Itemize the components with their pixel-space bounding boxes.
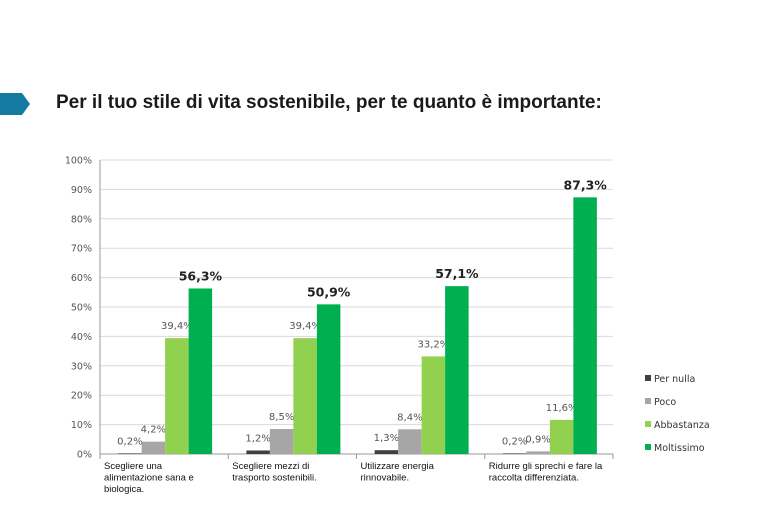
legend-label: Abbastanza bbox=[654, 420, 710, 431]
x-category-label: Ridurre gli sprechi e fare la raccolta di… bbox=[489, 461, 603, 484]
bar-moltissimo bbox=[316, 304, 341, 454]
legend-swatch bbox=[645, 421, 651, 427]
data-label: 1,3% bbox=[374, 433, 399, 444]
bar-poco bbox=[269, 429, 294, 454]
y-tick-label: 40% bbox=[71, 332, 92, 343]
data-label: 56,3% bbox=[179, 268, 223, 283]
legend-label: Per nulla bbox=[654, 374, 695, 385]
data-label: 33,2% bbox=[417, 339, 449, 350]
bar-moltissimo bbox=[445, 286, 469, 454]
data-label: 39,4% bbox=[161, 321, 193, 332]
legend-swatch bbox=[645, 375, 651, 381]
data-label: 50,9% bbox=[307, 284, 351, 299]
data-label: 0,2% bbox=[117, 436, 142, 447]
legend-label: Moltissimo bbox=[654, 443, 705, 454]
bar-moltissimo bbox=[573, 197, 597, 454]
bar-per-nulla bbox=[246, 450, 270, 454]
data-label: 57,1% bbox=[435, 266, 479, 281]
bar-abbastanza bbox=[293, 338, 317, 454]
data-label: 11,6% bbox=[546, 403, 578, 414]
page-title: Per il tuo stile di vita sostenibile, pe… bbox=[56, 92, 602, 113]
legend-swatch bbox=[645, 398, 651, 404]
x-category-label: Utilizzare energia rinnovabile. bbox=[361, 461, 435, 484]
x-category-label: Scegliere mezzi di trasporto sostenibili. bbox=[232, 461, 316, 484]
y-tick-label: 90% bbox=[71, 185, 92, 196]
bar-poco bbox=[398, 429, 422, 454]
bar-poco bbox=[141, 441, 166, 454]
legend-label: Poco bbox=[654, 397, 676, 408]
data-label: 39,4% bbox=[289, 321, 321, 332]
data-label: 87,3% bbox=[563, 177, 607, 192]
y-tick-label: 60% bbox=[71, 273, 92, 284]
y-tick-label: 80% bbox=[71, 214, 92, 225]
bar-abbastanza bbox=[421, 356, 446, 454]
bar-poco bbox=[526, 451, 550, 454]
data-label: 1,2% bbox=[245, 433, 270, 444]
bar-abbastanza bbox=[165, 338, 189, 454]
y-tick-label: 30% bbox=[71, 361, 92, 372]
y-tick-label: 0% bbox=[77, 450, 92, 461]
bar-per-nulla bbox=[502, 453, 527, 454]
y-tick-label: 70% bbox=[71, 244, 92, 255]
bar-abbastanza bbox=[549, 419, 574, 454]
data-label: 8,4% bbox=[397, 412, 422, 423]
data-label: 0,9% bbox=[525, 434, 550, 445]
bar-per-nulla bbox=[374, 450, 399, 454]
y-tick-label: 50% bbox=[71, 303, 92, 314]
data-label: 8,5% bbox=[269, 412, 294, 423]
bar-per-nulla bbox=[118, 453, 142, 454]
y-tick-label: 20% bbox=[71, 391, 92, 402]
title-accent-marker bbox=[0, 93, 30, 115]
y-tick-label: 100% bbox=[65, 156, 92, 167]
data-label: 0,2% bbox=[502, 436, 527, 447]
bar-moltissimo bbox=[188, 288, 213, 454]
data-label: 4,2% bbox=[141, 425, 166, 436]
x-category-label: Scegliere una alimentazione sana e biologi… bbox=[104, 461, 194, 495]
legend-swatch bbox=[645, 444, 651, 450]
y-tick-label: 10% bbox=[71, 420, 92, 431]
